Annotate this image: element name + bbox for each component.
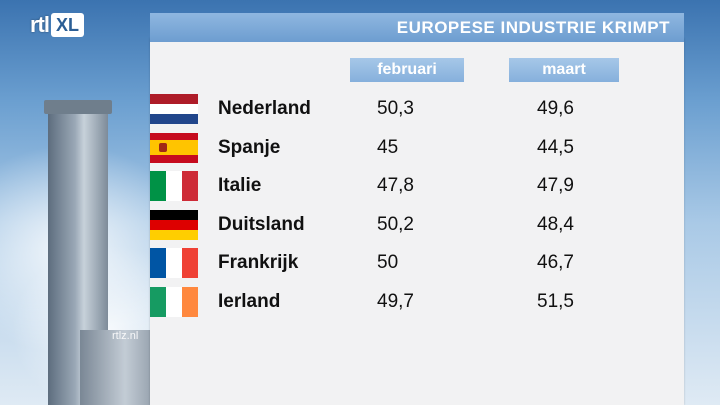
logo-xl: XL <box>51 13 85 37</box>
march-value: 49,6 <box>537 98 574 119</box>
february-value: 47,8 <box>377 175 414 196</box>
column-header-march: maart <box>509 58 619 82</box>
frankrijk-flag-icon <box>150 248 198 278</box>
table-row: Italie 47,8 47,9 <box>150 169 684 203</box>
march-value: 44,5 <box>537 136 574 158</box>
content-panel <box>150 38 684 405</box>
table-row: Spanje 45 44,5 <box>150 131 684 165</box>
title-bar: EUROPESE INDUSTRIE KRIMPT <box>150 13 684 42</box>
table-row: Frankrijk 50 46,7 <box>150 246 684 280</box>
channel-logo: rtl XL <box>30 12 85 38</box>
march-value: 51,5 <box>537 290 574 312</box>
country-name: Spanje <box>218 136 281 158</box>
country-name: Nederland <box>218 98 311 119</box>
page-title: EUROPESE INDUSTRIE KRIMPT <box>396 17 670 37</box>
logo-rtl: rtl <box>30 12 50 37</box>
table-row: Nederland 50,3 49,6 <box>150 92 684 126</box>
march-value: 47,9 <box>537 175 574 196</box>
march-value: 46,7 <box>537 252 574 273</box>
spanje-flag-icon <box>150 132 198 163</box>
february-value: 50 <box>377 252 399 273</box>
february-value: 45 <box>377 136 399 158</box>
february-value: 50,2 <box>377 213 414 235</box>
country-name: Ierland <box>218 290 281 312</box>
column-header-february: februari <box>350 58 464 82</box>
watermark: rtlz.nl <box>112 330 139 342</box>
country-name: Italie <box>218 175 262 196</box>
duitsland-flag-icon <box>150 209 198 240</box>
nederland-flag-icon <box>150 94 198 124</box>
italie-flag-icon <box>150 171 198 201</box>
march-value: 48,4 <box>537 213 574 235</box>
ierland-flag-icon <box>150 286 198 317</box>
table-row: Duitsland 50,2 48,4 <box>150 208 684 242</box>
country-name: Frankrijk <box>218 252 299 273</box>
table-row: Ierland 49,7 51,5 <box>150 285 684 319</box>
february-value: 49,7 <box>377 290 414 312</box>
country-name: Duitsland <box>218 213 305 235</box>
february-value: 50,3 <box>377 98 414 119</box>
